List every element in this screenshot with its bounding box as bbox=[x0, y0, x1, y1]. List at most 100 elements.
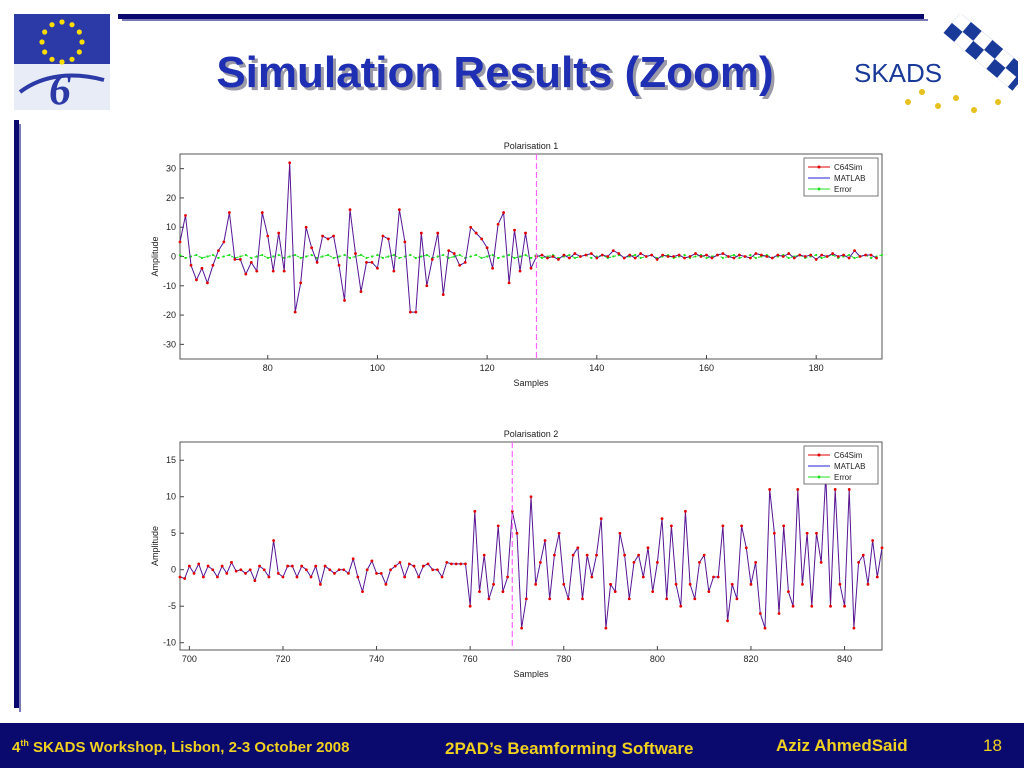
error-point bbox=[749, 253, 752, 257]
c64sim-point bbox=[655, 258, 659, 261]
c64sim-point bbox=[576, 546, 580, 550]
c64sim-point bbox=[260, 211, 264, 214]
error-point bbox=[310, 253, 313, 257]
error-point bbox=[348, 256, 352, 260]
c64sim-point bbox=[216, 249, 220, 253]
c64sim-point bbox=[805, 531, 809, 535]
error-point bbox=[639, 256, 642, 260]
c64sim-point bbox=[234, 569, 238, 573]
eu-star-icon bbox=[69, 22, 75, 28]
c64sim-point bbox=[730, 582, 734, 586]
c64sim-point bbox=[408, 310, 412, 314]
error-point bbox=[869, 256, 873, 260]
c64sim-point bbox=[578, 255, 582, 258]
legend-entry: C64Sim bbox=[834, 163, 863, 172]
c64sim-point bbox=[309, 575, 313, 579]
error-point bbox=[277, 253, 280, 257]
c64sim-point bbox=[304, 568, 308, 572]
c64sim-point bbox=[732, 256, 736, 260]
c64sim-point bbox=[557, 258, 560, 261]
c64sim-point bbox=[286, 564, 290, 568]
c64sim-point bbox=[407, 562, 411, 566]
c64sim-point bbox=[529, 495, 533, 499]
c64sim-point bbox=[189, 263, 193, 267]
left-rule-shadow bbox=[19, 124, 21, 712]
y-tick-label: 10 bbox=[166, 222, 176, 232]
c64sim-point bbox=[459, 562, 463, 566]
c64sim-point bbox=[300, 564, 304, 568]
c64sim-point bbox=[787, 252, 791, 255]
c64sim-point bbox=[277, 231, 281, 235]
c64sim-point bbox=[776, 253, 780, 257]
c64sim-point bbox=[688, 582, 692, 586]
legend-entry: MATLAB bbox=[834, 462, 865, 471]
c64sim-point bbox=[183, 577, 187, 580]
c64sim-point bbox=[440, 575, 444, 579]
c64sim-point bbox=[347, 571, 350, 575]
c64sim-point bbox=[791, 604, 795, 608]
c64sim-point bbox=[197, 562, 201, 566]
error-point bbox=[365, 256, 368, 260]
c64sim-point bbox=[184, 214, 187, 217]
c64sim-point bbox=[299, 281, 303, 285]
skads-wordmark: SKADS bbox=[854, 58, 942, 88]
error-point bbox=[425, 253, 428, 257]
c64sim-point bbox=[727, 255, 730, 258]
c64sim-point bbox=[721, 252, 725, 255]
c64sim-point bbox=[502, 211, 505, 214]
c64sim-point bbox=[332, 234, 335, 238]
c64sim-point bbox=[829, 604, 832, 608]
c64sim-point bbox=[546, 256, 549, 260]
error-point bbox=[705, 256, 708, 260]
c64sim-point bbox=[553, 553, 556, 557]
c64sim-point bbox=[258, 564, 261, 568]
c64sim-point bbox=[474, 231, 478, 235]
c64sim-point bbox=[361, 590, 364, 594]
y-tick-label: 5 bbox=[171, 528, 176, 538]
c64sim-point bbox=[754, 561, 758, 564]
error-point bbox=[721, 256, 725, 260]
c64sim-point bbox=[595, 553, 598, 557]
error-point bbox=[787, 256, 790, 260]
x-tick-label: 160 bbox=[699, 363, 714, 373]
c64sim-point bbox=[248, 568, 252, 572]
c64sim-point bbox=[551, 255, 555, 258]
error-point bbox=[184, 256, 187, 260]
legend-entry: Error bbox=[834, 473, 852, 482]
c64sim-point bbox=[633, 256, 637, 260]
eu-star-icon bbox=[49, 22, 55, 28]
error-point bbox=[469, 255, 472, 258]
error-point bbox=[381, 256, 385, 260]
c64sim-point bbox=[803, 255, 807, 258]
c64sim-point bbox=[510, 509, 514, 513]
error-point bbox=[540, 256, 544, 260]
footer-workshop: 4th SKADS Workshop, Lisbon, 2-3 October … bbox=[12, 738, 349, 756]
c64sim-point bbox=[304, 225, 308, 229]
c64sim-point bbox=[639, 252, 643, 255]
y-tick-label: 0 bbox=[171, 565, 176, 575]
c64sim-point bbox=[573, 252, 577, 255]
c64sim-point bbox=[253, 579, 257, 583]
c64sim-point bbox=[506, 575, 509, 579]
error-point bbox=[387, 255, 390, 258]
c64sim-point bbox=[864, 253, 867, 257]
c64sim-point bbox=[641, 575, 645, 579]
error-point bbox=[398, 256, 401, 260]
c64sim-point bbox=[693, 597, 697, 601]
skads-star-icon bbox=[953, 95, 959, 101]
c64sim-point bbox=[540, 253, 544, 257]
c64sim-point bbox=[365, 568, 369, 572]
chart-title: Polarisation 2 bbox=[504, 429, 559, 439]
c64sim-point bbox=[716, 575, 720, 579]
error-point bbox=[480, 256, 483, 260]
c64sim-point bbox=[227, 211, 231, 214]
error-point bbox=[261, 253, 264, 257]
x-tick-label: 720 bbox=[275, 654, 290, 664]
x-tick-label: 800 bbox=[650, 654, 665, 664]
chart-title: Polarisation 1 bbox=[504, 141, 559, 151]
c64sim-point bbox=[403, 240, 407, 244]
error-point bbox=[513, 256, 516, 260]
c64sim-point bbox=[792, 256, 796, 260]
x-tick-label: 840 bbox=[837, 654, 852, 664]
error-point bbox=[299, 256, 302, 260]
